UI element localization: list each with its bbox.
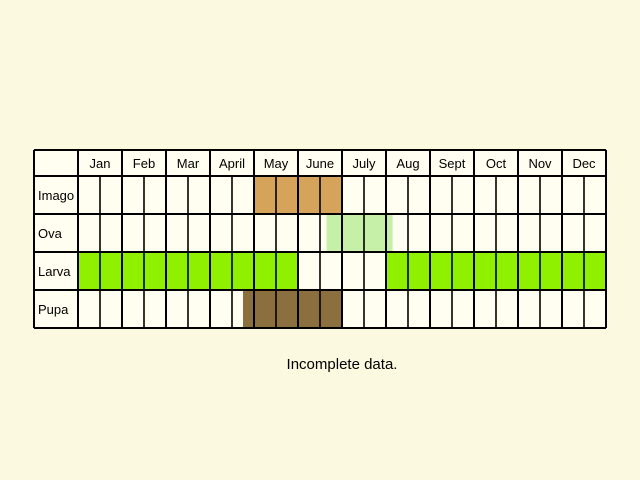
bar-pupa-0 [243, 290, 342, 328]
month-label-april: April [219, 156, 245, 171]
row-label-imago: Imago [38, 188, 74, 203]
chart-note: Incomplete data. [286, 356, 398, 373]
bar-ova-0 [326, 214, 393, 252]
row-label-pupa: Pupa [38, 302, 69, 317]
month-label-dec: Dec [572, 156, 596, 171]
month-label-mar: Mar [177, 156, 200, 171]
month-label-may: May [264, 156, 289, 171]
month-label-nov: Nov [528, 156, 552, 171]
month-label-july: July [352, 156, 376, 171]
month-label-feb: Feb [133, 156, 155, 171]
month-label-jan: Jan [90, 156, 111, 171]
row-label-larva: Larva [38, 264, 71, 279]
month-label-oct: Oct [486, 156, 507, 171]
month-label-sept: Sept [439, 156, 466, 171]
row-label-ova: Ova [38, 226, 63, 241]
month-label-june: June [306, 156, 334, 171]
month-label-aug: Aug [396, 156, 419, 171]
